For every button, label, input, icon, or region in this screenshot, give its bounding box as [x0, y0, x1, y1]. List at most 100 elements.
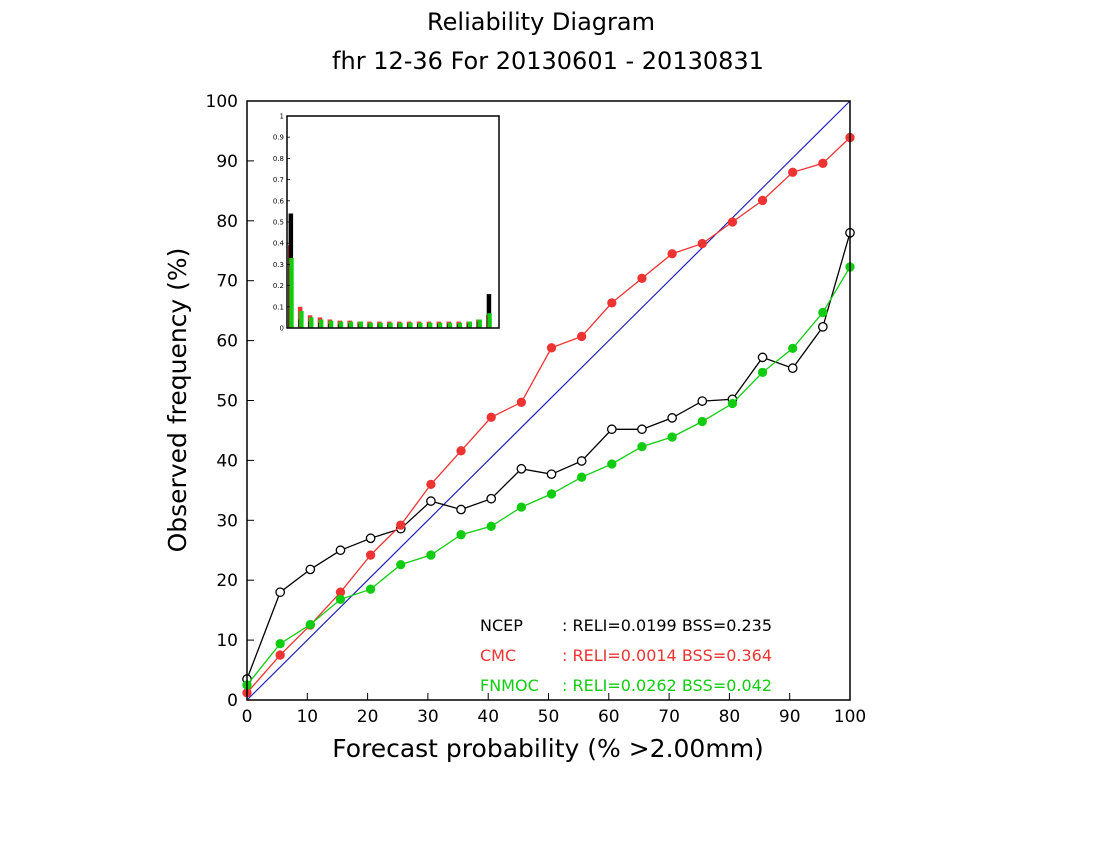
inset-bar-fnmoc [437, 322, 443, 328]
inset-bar-fnmoc [398, 322, 403, 328]
perfect-reliability-diagonal-layer [246, 100, 851, 701]
x-tick-label: 40 [477, 707, 499, 727]
data-point-ncep [818, 321, 828, 332]
y-axis-title: Observed frequency (%) [163, 248, 192, 553]
inset-y-tick-label: 1 [280, 113, 284, 121]
legend: NCEP: RELI=0.0199 BSS=0.235 CMC: RELI=0.0… [480, 616, 772, 695]
data-point-ncep [576, 456, 587, 466]
y-tick-label: 70 [216, 272, 238, 292]
y-tick-label: 50 [216, 392, 238, 412]
x-tick-label: 60 [598, 707, 620, 727]
data-point-cmc [757, 195, 768, 206]
data-point-ncep [516, 463, 527, 474]
data-point-fnmoc [818, 307, 828, 318]
data-point-cmc [486, 412, 496, 422]
inset-y-tick-label: 0.1 [273, 303, 284, 311]
inset-background [287, 116, 499, 328]
legend-name-ncep: NCEP [480, 616, 523, 635]
inset-y-tick-label: 0.9 [273, 134, 284, 142]
data-point-cmc [788, 167, 798, 177]
y-axis-ticks: 0 10 20 30 40 50 60 70 80 90 100 [206, 92, 254, 711]
data-point-fnmoc [607, 459, 617, 469]
x-tick-label: 30 [417, 707, 439, 727]
legend-stats-cmc: : RELI=0.0014 BSS=0.364 [562, 646, 772, 665]
inset-y-ticks: 0 0.1 0.2 0.3 0.4 0.5 0.6 0.7 0.8 0.9 1 [273, 113, 290, 333]
y-tick-label: 60 [216, 332, 238, 352]
x-tick-label: 10 [296, 707, 318, 727]
inset-bar-fnmoc [358, 321, 363, 328]
series-fnmoc [242, 262, 855, 690]
data-point-cmc [697, 238, 707, 249]
data-point-fnmoc [275, 639, 285, 649]
inset-bar-ncep [486, 294, 492, 328]
y-tick-label: 30 [216, 511, 238, 531]
data-point-ncep [486, 493, 497, 504]
y-tick-label: 20 [216, 571, 238, 591]
y-tick-label: 10 [216, 631, 238, 651]
inset-bar-fnmoc [427, 322, 433, 328]
x-axis-title: Forecast probability (% >2.00mm) [332, 734, 764, 763]
data-point-fnmoc [697, 416, 707, 427]
legend-stats-ncep: : RELI=0.0199 BSS=0.235 [562, 616, 772, 635]
data-point-ncep [606, 424, 617, 435]
chart-title: Reliability Diagram [427, 8, 655, 36]
y-tick-label: 0 [227, 691, 238, 711]
data-point-cmc [365, 550, 376, 560]
inset-frame [286, 115, 500, 329]
x-tick-label: 0 [242, 707, 253, 727]
data-point-ncep [787, 363, 798, 374]
inset-y-tick-label: 0.4 [273, 240, 285, 248]
data-point-ncep [667, 413, 677, 423]
x-tick-label: 50 [538, 707, 560, 727]
inset-bars [288, 213, 492, 328]
data-point-fnmoc [426, 550, 436, 560]
perfect-reliability-diagonal [246, 100, 851, 701]
data-point-ncep [305, 564, 316, 575]
inset-bar-fnmoc [457, 322, 463, 328]
x-tick-label: 70 [658, 707, 680, 727]
data-point-cmc [396, 520, 406, 530]
sharpness-inset: 0 0.1 0.2 0.3 0.4 0.5 0.6 0.7 0.8 0.9 1 [273, 113, 500, 333]
inset-bar-fnmoc [378, 322, 383, 328]
data-point-cmc [577, 331, 587, 342]
inset-bar-fnmoc [418, 322, 423, 328]
inset-bar-fnmoc [477, 319, 482, 328]
data-point-cmc [818, 158, 828, 168]
data-point-ncep [637, 424, 647, 435]
data-point-ncep [757, 352, 768, 363]
data-point-fnmoc [335, 594, 346, 605]
legend-name-fnmoc: FNMOC [480, 676, 539, 695]
y-tick-label: 100 [206, 92, 238, 112]
inset-bar-fnmoc [447, 322, 453, 328]
data-point-fnmoc [516, 502, 527, 512]
data-point-fnmoc [637, 441, 647, 452]
data-point-cmc [516, 397, 527, 407]
inset-bar-fnmoc [309, 317, 314, 328]
inset-bar-fnmoc [388, 322, 393, 328]
data-point-ncep [365, 533, 376, 544]
inset-bar-fnmoc [348, 321, 354, 328]
data-point-fnmoc [305, 619, 315, 630]
inset-bar-fnmoc [338, 321, 344, 328]
series-ncep [242, 227, 855, 684]
data-point-cmc [607, 298, 617, 308]
data-point-fnmoc [788, 343, 798, 354]
y-tick-label: 90 [216, 152, 238, 172]
data-point-cmc [426, 479, 436, 490]
inset-bar-fnmoc [467, 321, 472, 328]
data-point-fnmoc [365, 584, 376, 594]
data-point-ncep [697, 396, 708, 406]
inset-y-tick-label: 0.6 [273, 197, 285, 205]
x-tick-label: 80 [719, 707, 741, 727]
chart-subtitle: fhr 12-36 For 20130601 - 20130831 [332, 47, 764, 75]
data-point-fnmoc [577, 472, 587, 482]
inset-bar-fnmoc [328, 320, 334, 328]
x-tick-label: 20 [357, 707, 379, 727]
legend-stats-fnmoc: : RELI=0.0262 BSS=0.042 [562, 676, 772, 695]
data-point-ncep [275, 587, 286, 598]
inset-y-tick-label: 0.2 [273, 282, 284, 290]
inset-y-tick-label: 0.3 [273, 261, 284, 269]
data-point-fnmoc [486, 521, 496, 531]
inset-bar-fnmoc [368, 322, 373, 328]
